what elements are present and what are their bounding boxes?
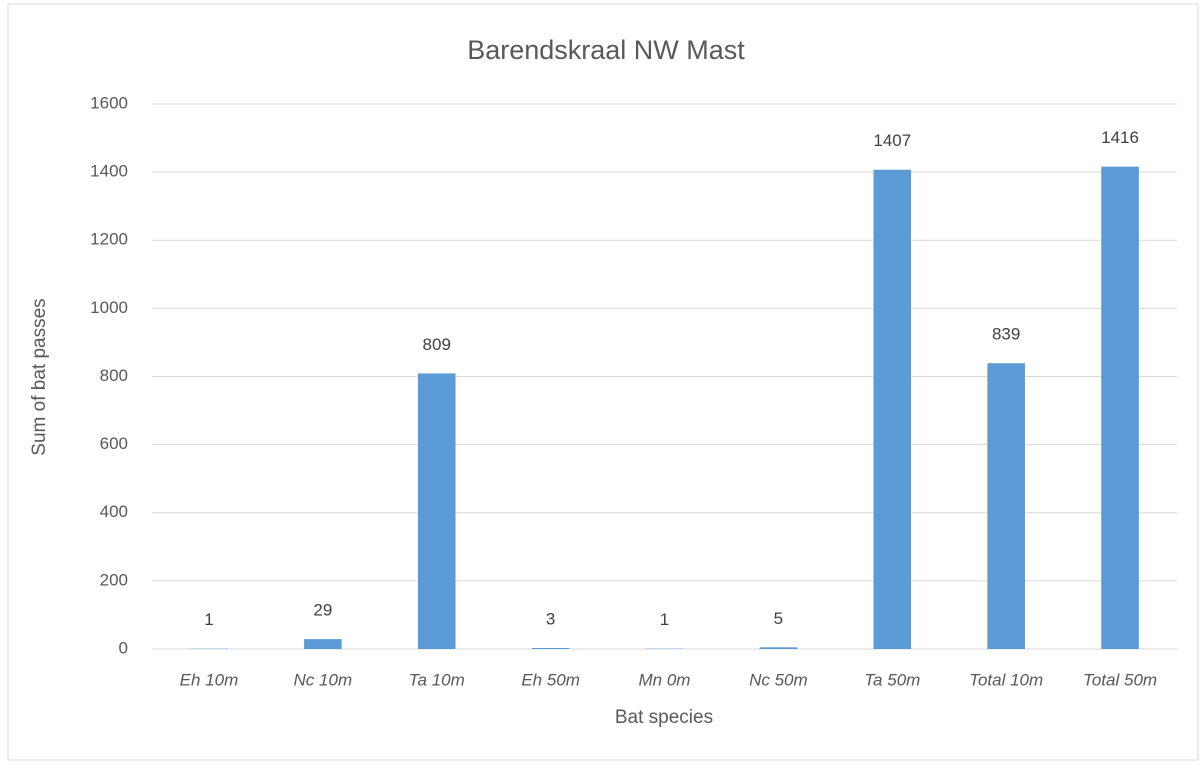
x-tick-label: Mn 0m (639, 670, 691, 689)
value-label: 839 (992, 325, 1020, 344)
x-tick-label: Total 10m (969, 670, 1043, 689)
bar (531, 647, 570, 649)
value-label: 1 (204, 610, 213, 629)
x-tick-label: Nc 10m (294, 670, 353, 689)
value-label: 1416 (1101, 128, 1139, 147)
x-tick-label: Eh 50m (521, 670, 580, 689)
y-tick-label: 200 (100, 570, 128, 589)
value-label: 3 (546, 609, 555, 628)
y-tick-label: 800 (100, 366, 128, 385)
x-tick-label: Eh 10m (180, 670, 239, 689)
bar (987, 363, 1025, 649)
y-tick-label: 1600 (90, 93, 128, 112)
bar (759, 647, 798, 649)
y-tick-label: 600 (100, 434, 128, 453)
chart-title: Barendskraal NW Mast (467, 35, 745, 65)
x-tick-label: Ta 50m (864, 670, 920, 689)
y-tick-label: 0 (119, 638, 128, 657)
bar (873, 169, 912, 649)
value-label: 1 (660, 610, 669, 629)
y-tick-label: 1000 (90, 298, 128, 317)
bar (304, 639, 342, 649)
bar (417, 373, 456, 649)
y-tick-label: 1200 (90, 230, 128, 249)
value-label: 1407 (873, 131, 911, 150)
value-label: 809 (423, 335, 451, 354)
y-axis-label: Sum of bat passes (29, 298, 50, 455)
y-tick-label: 400 (100, 502, 128, 521)
x-tick-label: Total 50m (1083, 670, 1157, 689)
x-tick-label: Ta 10m (409, 670, 465, 689)
x-axis-label: Bat species (615, 707, 713, 728)
bar (1101, 166, 1139, 650)
x-tick-label: Nc 50m (749, 670, 808, 689)
y-tick-label: 1400 (90, 162, 128, 181)
value-label: 5 (774, 609, 783, 628)
value-label: 29 (313, 601, 332, 620)
